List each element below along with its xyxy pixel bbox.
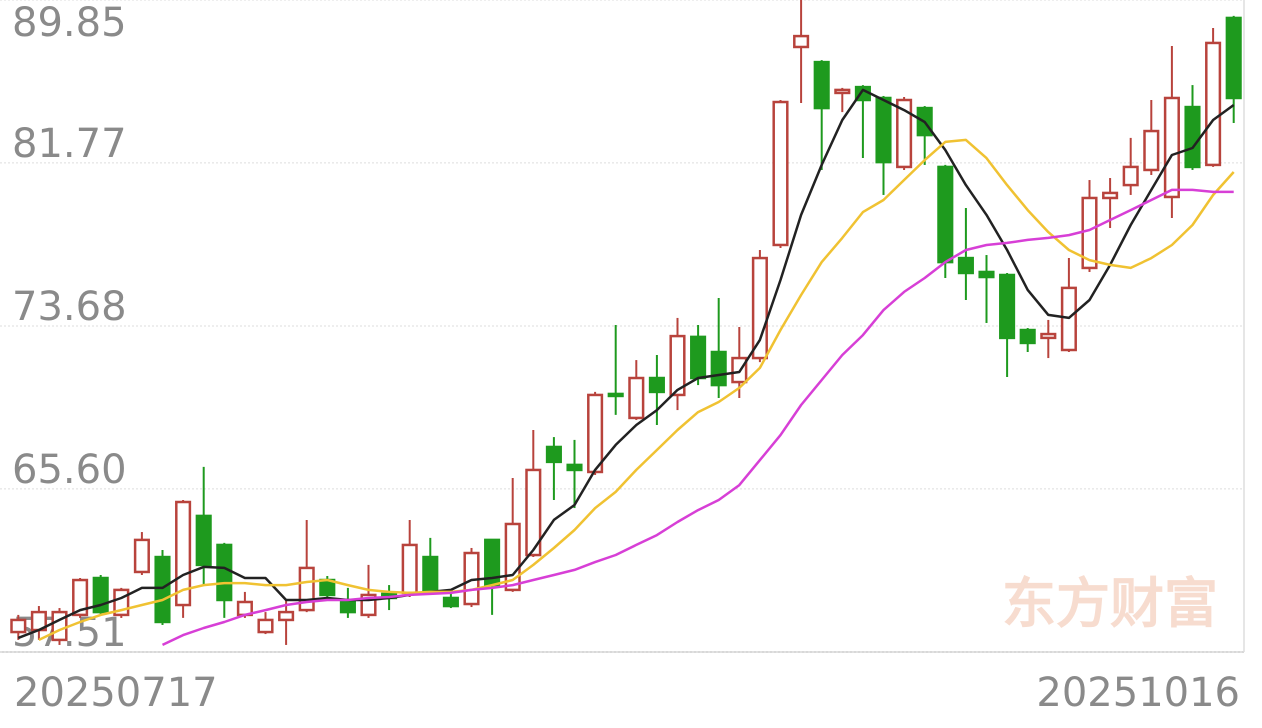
candle-body <box>751 256 768 360</box>
candle-body <box>607 392 624 398</box>
candle-body <box>133 538 150 574</box>
candle-body <box>978 270 995 279</box>
candle-body <box>834 88 851 95</box>
candle-body <box>216 543 233 602</box>
candle-body <box>72 578 89 617</box>
candle-body <box>772 100 789 247</box>
candle-body <box>648 376 665 394</box>
candle-body <box>154 555 171 624</box>
moving-average-line <box>17 88 1235 640</box>
candle-body <box>442 596 459 608</box>
watermark: 东方财富 <box>1002 571 1218 635</box>
candle-body <box>1205 41 1222 167</box>
candle-body <box>566 463 583 472</box>
candle-body <box>1040 332 1057 340</box>
candle-body <box>1019 328 1036 345</box>
candle-body <box>195 514 212 567</box>
x-tick-label: 20251016 <box>1036 670 1240 716</box>
candle-body <box>793 34 810 49</box>
candle-body <box>999 273 1016 340</box>
x-tick-label: 20250717 <box>14 670 218 716</box>
candle-body <box>401 543 418 595</box>
candle-body <box>339 598 356 614</box>
moving-average-line <box>161 188 1234 647</box>
candle-body <box>1163 96 1180 199</box>
candle-body <box>587 393 604 474</box>
candle-body <box>1184 105 1201 169</box>
candle-body <box>545 445 562 464</box>
candle-body <box>525 468 542 557</box>
candle-body <box>422 555 439 592</box>
candle-body <box>896 98 913 169</box>
candle-body <box>10 618 27 634</box>
candle-body <box>175 500 192 607</box>
candle-body <box>257 618 274 634</box>
y-tick-label: 81.77 <box>12 121 127 167</box>
candle-body <box>875 96 892 164</box>
candle-body <box>669 334 686 397</box>
candle-body <box>957 256 974 275</box>
candle-body <box>1122 165 1139 187</box>
candle-body <box>937 165 954 264</box>
candle-body <box>504 522 521 592</box>
candle-body <box>690 335 707 380</box>
y-tick-label: 65.60 <box>12 447 127 493</box>
candle-body <box>813 60 830 110</box>
moving-average-line <box>38 138 1235 642</box>
y-tick-label: 89.85 <box>12 0 127 46</box>
y-tick-label: 73.68 <box>12 284 127 330</box>
candle-body <box>710 350 727 387</box>
candle-body <box>1143 129 1160 172</box>
candle-body <box>628 376 645 420</box>
candle-body <box>1102 191 1119 200</box>
candle-body <box>1225 16 1242 100</box>
candle-body <box>278 610 295 622</box>
